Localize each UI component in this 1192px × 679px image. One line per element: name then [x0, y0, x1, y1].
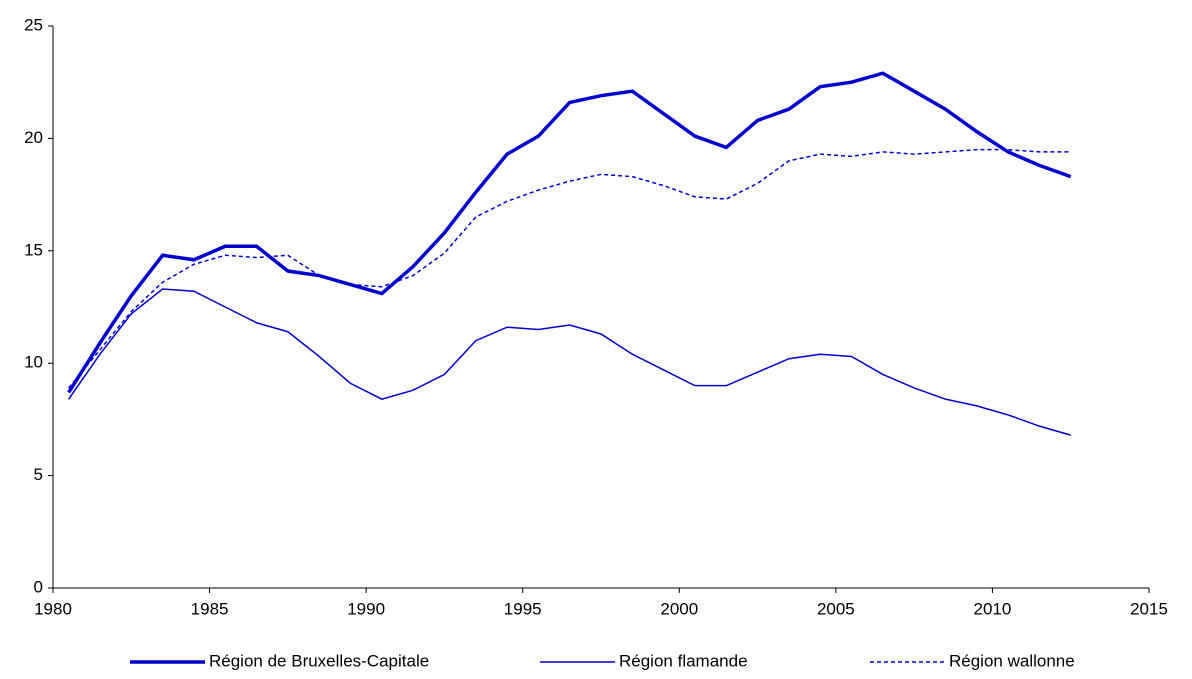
y-tick-label: 25 — [24, 15, 43, 34]
x-tick-label: 1995 — [504, 599, 542, 618]
x-tick-label: 2010 — [974, 599, 1012, 618]
y-tick-label: 0 — [34, 577, 43, 596]
series-line — [68, 148, 1071, 389]
legend-label: Région de Bruxelles-Capitale — [209, 651, 429, 670]
x-tick-label: 1980 — [34, 599, 72, 618]
y-tick-label: 15 — [24, 240, 43, 259]
y-tick-label: 5 — [34, 465, 43, 484]
x-tick-label: 1990 — [347, 599, 385, 618]
y-tick-label: 20 — [24, 128, 43, 147]
series-line — [67, 71, 1072, 394]
x-tick-label: 2015 — [1130, 599, 1168, 618]
x-tick-label: 2005 — [817, 599, 855, 618]
x-tick-label: 2000 — [660, 599, 698, 618]
series-line — [68, 288, 1071, 436]
y-tick-label: 10 — [24, 353, 43, 372]
legend-label: Région wallonne — [949, 651, 1075, 670]
x-tick-label: 1985 — [191, 599, 229, 618]
legend-label: Région flamande — [619, 651, 748, 670]
